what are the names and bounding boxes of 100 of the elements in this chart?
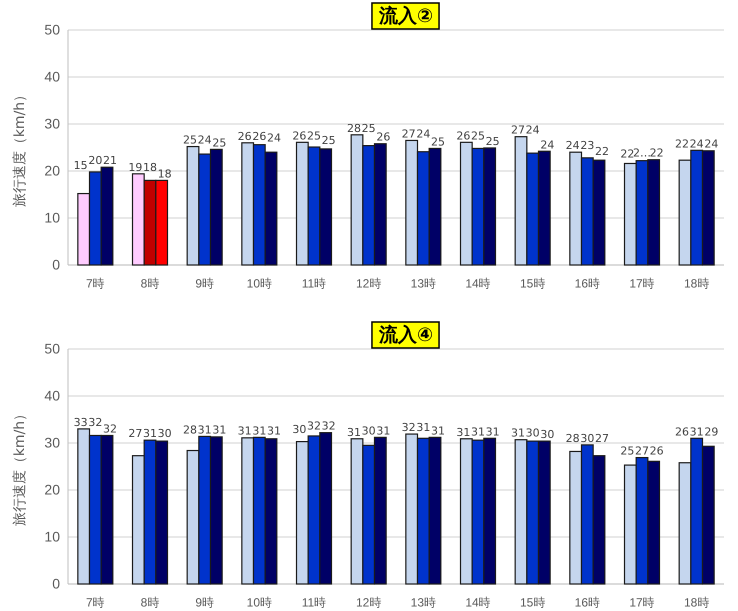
y-tick-label: 40 bbox=[44, 387, 60, 404]
data-label: 25 bbox=[620, 444, 634, 458]
data-label: 27 bbox=[128, 427, 142, 440]
data-label: 25 bbox=[322, 134, 336, 148]
data-label: 31 bbox=[143, 427, 157, 440]
data-label: 24 bbox=[416, 127, 430, 140]
data-label: 26 bbox=[675, 425, 690, 438]
data-label: 2… bbox=[633, 146, 651, 160]
y-tick-label: 30 bbox=[44, 434, 60, 450]
x-tick-label: 16時 bbox=[574, 596, 600, 610]
data-label: 24 bbox=[690, 137, 704, 150]
x-tick-label: 14時 bbox=[465, 596, 491, 610]
data-label: 31 bbox=[266, 424, 281, 438]
data-label: 30 bbox=[580, 432, 594, 445]
x-tick-label: 8時 bbox=[140, 596, 160, 610]
x-tick-label: 17時 bbox=[629, 276, 655, 291]
data-label: 30 bbox=[292, 422, 306, 436]
y-tick-label: 0 bbox=[52, 256, 60, 272]
y-tick-label: 30 bbox=[44, 115, 60, 132]
y-tick-label: 10 bbox=[44, 528, 60, 544]
x-tick-label: 13時 bbox=[410, 596, 436, 610]
data-label: 26 bbox=[238, 130, 252, 143]
data-label: 27 bbox=[594, 432, 609, 445]
data-label: 22 bbox=[675, 137, 690, 150]
data-label: 25 bbox=[471, 129, 485, 142]
x-tick-label: 15時 bbox=[520, 276, 546, 291]
y-tick-label: 0 bbox=[52, 575, 60, 592]
x-tick-label: 12時 bbox=[356, 596, 382, 610]
data-label: 26 bbox=[650, 444, 664, 458]
x-tick-label: 12時 bbox=[356, 276, 382, 291]
data-label: 32 bbox=[402, 421, 416, 434]
data-label: 27 bbox=[635, 444, 649, 458]
data-label: 32 bbox=[307, 420, 321, 433]
data-label: 30 bbox=[526, 426, 540, 440]
x-tick-label: 14時 bbox=[465, 276, 491, 291]
data-label: 32 bbox=[102, 422, 117, 436]
x-tick-label: 9時 bbox=[195, 596, 214, 610]
data-label: 31 bbox=[511, 426, 526, 440]
y-tick-label: 50 bbox=[44, 21, 60, 38]
data-label: 31 bbox=[198, 423, 212, 436]
data-label: 24 bbox=[540, 138, 554, 152]
data-label: 25 bbox=[362, 122, 376, 135]
data-label: 31 bbox=[690, 425, 704, 438]
y-axis-title: 旅行速度（km/h） bbox=[12, 88, 28, 208]
data-label: 31 bbox=[252, 424, 266, 438]
y-tick-label: 20 bbox=[44, 481, 60, 498]
data-label: 21 bbox=[102, 154, 117, 168]
data-label: 22 bbox=[594, 144, 609, 158]
data-label: 32 bbox=[88, 416, 102, 429]
data-label: 28 bbox=[347, 122, 362, 135]
data-label: 30 bbox=[362, 424, 376, 438]
data-label: 27 bbox=[402, 127, 416, 140]
data-label: 28 bbox=[566, 432, 580, 445]
x-tick-label: 7時 bbox=[86, 276, 105, 291]
y-tick-label: 20 bbox=[44, 162, 60, 178]
data-label: 31 bbox=[416, 421, 430, 434]
data-label: 27 bbox=[511, 124, 526, 137]
data-label: 31 bbox=[456, 426, 470, 439]
data-label: 26 bbox=[292, 129, 306, 142]
x-tick-label: 18時 bbox=[684, 596, 710, 610]
data-label: 19 bbox=[128, 160, 142, 174]
x-tick-label: 13時 bbox=[410, 276, 436, 291]
data-label: 26 bbox=[252, 130, 266, 143]
data-label: 26 bbox=[376, 130, 390, 144]
data-label: 31 bbox=[471, 425, 485, 438]
data-label: 28 bbox=[183, 423, 198, 436]
data-label: 30 bbox=[158, 427, 172, 440]
x-tick-label: 17時 bbox=[629, 596, 655, 610]
data-label: 18 bbox=[143, 160, 157, 174]
x-tick-label: 16時 bbox=[574, 276, 600, 291]
y-tick-label: 50 bbox=[44, 340, 60, 356]
data-label: 25 bbox=[212, 136, 226, 150]
data-label: 25 bbox=[430, 135, 445, 148]
data-label: 20 bbox=[88, 154, 102, 168]
y-tick-label: 10 bbox=[44, 209, 60, 226]
y-axis-title: 旅行速度（km/h） bbox=[12, 406, 28, 526]
data-label: 18 bbox=[158, 167, 172, 180]
data-label: 31 bbox=[347, 426, 362, 439]
x-tick-label: 15時 bbox=[520, 596, 546, 610]
data-label: 32 bbox=[322, 420, 336, 433]
data-label: 31 bbox=[376, 424, 390, 438]
data-label: 24 bbox=[566, 139, 580, 152]
data-label: 26 bbox=[456, 129, 470, 142]
data-label: 29 bbox=[704, 425, 718, 438]
x-tick-label: 10時 bbox=[246, 276, 272, 291]
x-tick-label: 8時 bbox=[140, 276, 160, 291]
x-tick-label: 7時 bbox=[86, 596, 105, 610]
data-label: 24 bbox=[266, 132, 281, 145]
data-label: 23 bbox=[580, 139, 594, 152]
x-tick-label: 18時 bbox=[684, 276, 710, 291]
x-tick-label: 11時 bbox=[302, 276, 326, 291]
data-label: 33 bbox=[74, 416, 88, 429]
data-label: 22 bbox=[620, 148, 634, 161]
x-tick-label: 11時 bbox=[302, 596, 326, 610]
data-label: 25 bbox=[307, 129, 321, 142]
y-tick-label: 40 bbox=[44, 68, 60, 84]
data-label: 31 bbox=[486, 425, 500, 438]
data-label: 24 bbox=[198, 134, 212, 147]
data-label: 15 bbox=[74, 158, 88, 172]
data-label: 24 bbox=[526, 124, 540, 137]
